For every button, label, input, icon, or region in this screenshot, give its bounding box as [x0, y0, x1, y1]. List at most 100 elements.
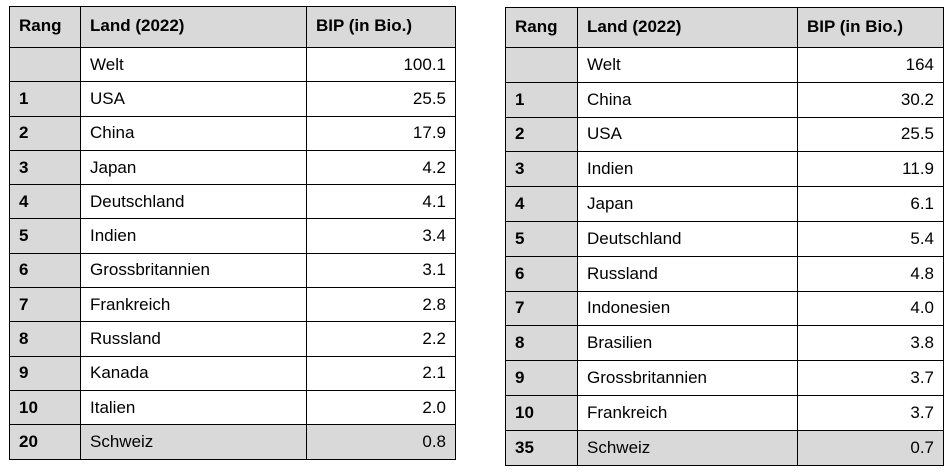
- header-rank: Rang: [505, 7, 578, 48]
- gdp-table-left: Rang Land (2022) BIP (in Bio.) Welt 100.1…: [9, 6, 456, 460]
- table-row: 3 Indien 11.9: [505, 151, 944, 188]
- gdp-value-cell: 17.9: [306, 115, 456, 151]
- rank-cell: 8: [505, 325, 578, 362]
- gdp-value-cell: 3.7: [797, 394, 944, 431]
- table-row: 5 Deutschland 5.4: [505, 220, 944, 257]
- country-cell: Frankreich: [577, 394, 798, 431]
- country-cell: Welt: [80, 46, 307, 83]
- gdp-value-cell: 0.7: [797, 429, 944, 466]
- gdp-value-cell: 4.1: [306, 184, 456, 220]
- gdp-value-cell: 25.5: [797, 116, 944, 153]
- country-cell: Indonesien: [577, 290, 798, 327]
- table-row: 1 China 30.2: [505, 81, 944, 118]
- gdp-value-cell: 2.1: [306, 355, 456, 391]
- rank-cell: 8: [9, 321, 81, 357]
- country-cell: Italien: [80, 389, 307, 426]
- country-cell: China: [577, 81, 798, 118]
- table-row: Welt 100.1: [9, 46, 456, 83]
- header-rank: Rang: [9, 6, 81, 48]
- table-row: 7 Indonesien 4.0: [505, 290, 944, 327]
- table-row: 4 Deutschland 4.1: [9, 184, 456, 220]
- rank-cell: 10: [9, 389, 81, 426]
- rank-cell: 4: [505, 186, 578, 222]
- country-cell: Deutschland: [80, 184, 307, 220]
- country-cell: Deutschland: [577, 220, 798, 257]
- table-row: 9 Grossbritannien 3.7: [505, 360, 944, 396]
- country-cell: USA: [577, 116, 798, 153]
- rank-cell: 9: [9, 355, 81, 391]
- table-row: 3 Japan 4.2: [9, 149, 456, 186]
- country-cell: Frankreich: [80, 287, 307, 323]
- gdp-value-cell: 30.2: [797, 81, 944, 118]
- gdp-value-cell: 2.2: [306, 321, 456, 357]
- gdp-value-cell: 3.1: [306, 252, 456, 289]
- rank-cell: 4: [9, 184, 81, 220]
- table-row: 6 Russland 4.8: [505, 255, 944, 292]
- gdp-value-cell: 25.5: [306, 81, 456, 117]
- country-cell: Russland: [80, 321, 307, 357]
- rank-cell: 10: [505, 394, 578, 431]
- rank-cell: [9, 46, 81, 83]
- gdp-value-cell: 6.1: [797, 186, 944, 222]
- rank-cell: 1: [9, 81, 81, 117]
- country-cell: USA: [80, 81, 307, 117]
- gdp-value-cell: 11.9: [797, 151, 944, 188]
- gdp-value-cell: 0.8: [306, 424, 456, 460]
- gdp-value-cell: 3.4: [306, 218, 456, 254]
- header-value: BIP (in Bio.): [797, 7, 944, 48]
- gdp-value-cell: 3.8: [797, 325, 944, 362]
- rank-cell: 35: [505, 429, 578, 466]
- country-cell: Schweiz: [577, 429, 798, 466]
- table-row: 10 Frankreich 3.7: [505, 394, 944, 431]
- table-body: Welt 100.1 1 USA 25.5 2 China 17.9 3 Japan 4.2 4 Deu…: [9, 46, 456, 460]
- rank-cell: 7: [505, 290, 578, 327]
- rank-cell: 6: [505, 255, 578, 292]
- rank-cell: 5: [9, 218, 81, 254]
- table-row-highlight: 35 Schweiz 0.7: [505, 429, 944, 466]
- gdp-table-right: Rang Land (2022) BIP (in Bio.) Welt 164 1 C…: [505, 7, 944, 466]
- rank-cell: 5: [505, 220, 578, 257]
- table-row: 6 Grossbritannien 3.1: [9, 252, 456, 289]
- table-row: 5 Indien 3.4: [9, 218, 456, 254]
- rank-cell: 7: [9, 287, 81, 323]
- country-cell: Japan: [80, 149, 307, 186]
- rank-cell: 20: [9, 424, 81, 460]
- gdp-value-cell: 2.8: [306, 287, 456, 323]
- table-row: Welt 164: [505, 47, 944, 83]
- header-row: Rang Land (2022) BIP (in Bio.): [9, 6, 456, 48]
- country-cell: Japan: [577, 186, 798, 222]
- header-row: Rang Land (2022) BIP (in Bio.): [505, 7, 944, 48]
- gdp-value-cell: 2.0: [306, 389, 456, 426]
- gdp-value-cell: 3.7: [797, 360, 944, 396]
- country-cell: Brasilien: [577, 325, 798, 362]
- table-row: 1 USA 25.5: [9, 81, 456, 117]
- rank-cell: 1: [505, 81, 578, 118]
- table-row: 8 Russland 2.2: [9, 321, 456, 357]
- table-row: 2 USA 25.5: [505, 116, 944, 153]
- rank-cell: 2: [505, 116, 578, 153]
- country-cell: Kanada: [80, 355, 307, 391]
- country-cell: Grossbritannien: [577, 360, 798, 396]
- header-country: Land (2022): [577, 7, 798, 48]
- header-country: Land (2022): [80, 6, 307, 48]
- gdp-value-cell: 5.4: [797, 220, 944, 257]
- rank-cell: 2: [9, 115, 81, 151]
- table-body: Welt 164 1 China 30.2 2 USA 25.5 3 Indien 11.9 4 Jap…: [505, 47, 944, 466]
- table-row: 8 Brasilien 3.8: [505, 325, 944, 362]
- rank-cell: 9: [505, 360, 578, 396]
- table-row: 10 Italien 2.0: [9, 389, 456, 426]
- table-row: 7 Frankreich 2.8: [9, 287, 456, 323]
- table-row-highlight: 20 Schweiz 0.8: [9, 424, 456, 460]
- header-value: BIP (in Bio.): [306, 6, 456, 48]
- gdp-value-cell: 164: [797, 47, 944, 83]
- gdp-value-cell: 4.2: [306, 149, 456, 186]
- table-row: 2 China 17.9: [9, 115, 456, 151]
- gdp-value-cell: 4.8: [797, 255, 944, 292]
- country-cell: Schweiz: [80, 424, 307, 460]
- table-row: 9 Kanada 2.1: [9, 355, 456, 391]
- country-cell: Indien: [80, 218, 307, 254]
- country-cell: Welt: [577, 47, 798, 83]
- gdp-value-cell: 4.0: [797, 290, 944, 327]
- country-cell: Grossbritannien: [80, 252, 307, 289]
- country-cell: Indien: [577, 151, 798, 188]
